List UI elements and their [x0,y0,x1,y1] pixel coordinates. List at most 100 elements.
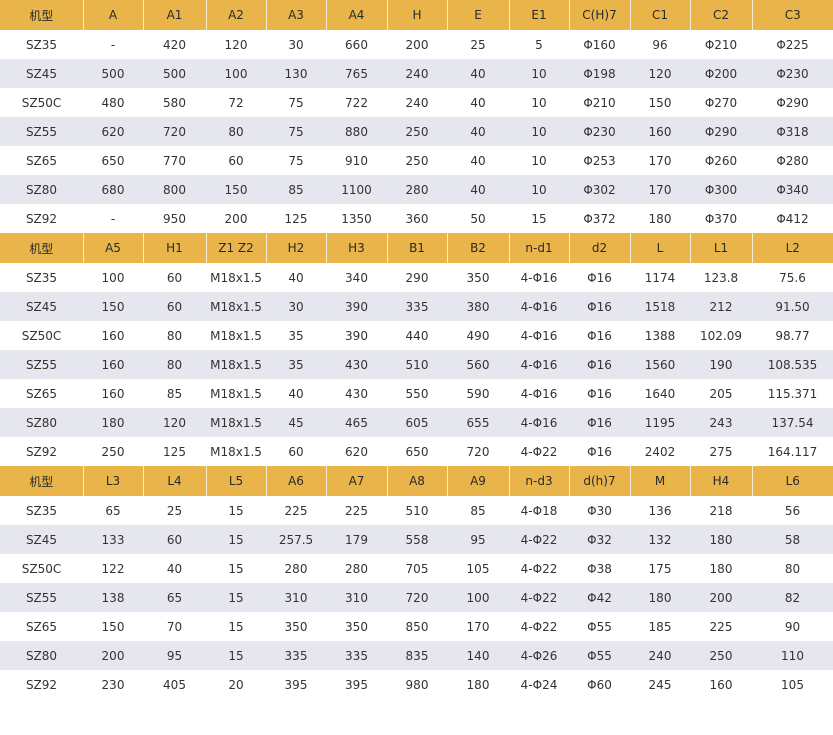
table-cell: 65 [83,496,143,525]
table-cell: Φ290 [752,88,833,117]
table-cell: 4-Φ22 [509,437,569,466]
table-cell: 1174 [630,263,690,292]
table-cell: 350 [266,612,326,641]
table-cell: 20 [206,670,266,699]
table-cell: 245 [630,670,690,699]
table-cell: Φ230 [569,117,630,146]
table-cell: 150 [83,292,143,321]
table-cell: Φ300 [690,175,752,204]
table-cell: Φ16 [569,321,630,350]
header-cell: A5 [82,233,143,263]
table-cell: 102.09 [690,321,752,350]
table-cell: 10 [509,88,569,117]
table-cell: 380 [447,292,509,321]
table-cell: Φ253 [569,146,630,175]
table-cell: M18x1.5 [206,437,266,466]
table-cell: Φ200 [690,59,752,88]
table-cell: Φ16 [569,350,630,379]
header-cell: C3 [751,0,833,30]
table-cell: 133 [83,525,143,554]
table-row: SZ80 180 120 M18x1.5 45 465 605 655 4-Φ16 Φ16 1195… [0,408,833,437]
header-cell: A2 [205,0,266,30]
table-cell: 1560 [630,350,690,379]
model-cell: SZ55 [0,350,83,379]
table-cell: 350 [447,263,509,292]
header-cell-model: 机型 [0,233,83,263]
table-row: SZ92-950 200 125 1350 360 50 15 Φ372 180 Φ370 Φ412 [0,204,833,233]
table-cell: 120 [143,408,206,437]
header-cell: C(H)7 [568,0,630,30]
model-cell: SZ65 [0,612,83,641]
header-cell: A [82,0,143,30]
table-cell: Φ210 [569,88,630,117]
table-row: SZ65 160 85 M18x1.5 40 430 550 590 4-Φ16 Φ16 1640 2… [0,379,833,408]
table-row: SZ55 620 720 80 75 880 250 40 10 Φ230 160 Φ290 Φ318 [0,117,833,146]
table-cell: 179 [326,525,387,554]
table-cell: 310 [266,583,326,612]
table-cell: 150 [630,88,690,117]
table-cell: Φ412 [752,204,833,233]
table-cell: 180 [83,408,143,437]
header-cell: H3 [325,233,387,263]
table-cell: 15 [206,554,266,583]
table-cell: 465 [326,408,387,437]
table-cell: 115.371 [752,379,833,408]
table-cell: 137.54 [752,408,833,437]
table-cell: 140 [447,641,509,670]
table-cell: 15 [206,641,266,670]
table-row: SZ55 138 65 15 310 310 720 100 4-Φ22 Φ42 180 200 82 [0,583,833,612]
table-cell: 200 [206,204,266,233]
table-cell: 558 [387,525,447,554]
table-cell: 120 [630,59,690,88]
table-row: SZ35-420 120 30 660 200 25 5 Φ160 96 Φ210 Φ225 [0,30,833,59]
table-cell: 80 [206,117,266,146]
table-cell: 164.117 [752,437,833,466]
table-row: SZ65 150 70 15 350 350 850 170 4-Φ22 Φ55 185 225 90 [0,612,833,641]
table-cell: 35 [266,321,326,350]
header-cell: A4 [325,0,387,30]
table-cell: 205 [690,379,752,408]
table-cell: 160 [83,321,143,350]
table-cell: 240 [387,59,447,88]
table-cell: 4-Φ22 [509,554,569,583]
table-cell: 4-Φ16 [509,350,569,379]
table-cell: 390 [326,292,387,321]
table-cell: 10 [509,59,569,88]
table-cell: 4-Φ22 [509,583,569,612]
table-row: SZ45 500 500 100 130 765 240 40 10 Φ198 120 Φ200 Φ23… [0,59,833,88]
table-cell: 100 [206,59,266,88]
table-cell: 108.535 [752,350,833,379]
header-cell: L6 [751,466,833,496]
table-cell: 765 [326,59,387,88]
header-cell: L2 [751,233,833,263]
table-cell: 4-Φ24 [509,670,569,699]
table-cell: M18x1.5 [206,292,266,321]
table-cell: 15 [206,496,266,525]
table-cell: 720 [387,583,447,612]
table-cell: 180 [690,525,752,554]
table-cell: Φ270 [690,88,752,117]
table-cell: 80 [143,350,206,379]
table-cell: 350 [326,612,387,641]
table-cell: Φ16 [569,437,630,466]
table-cell: 15 [206,583,266,612]
table-cell: 125 [143,437,206,466]
table-row: SZ45 133 60 15 257.5 179 558 95 4-Φ22 Φ32 132 180 58 [0,525,833,554]
table-cell: Φ318 [752,117,833,146]
table-cell: 257.5 [266,525,326,554]
table-cell: 360 [387,204,447,233]
table-cell: 950 [143,204,206,233]
table-cell: 280 [266,554,326,583]
header-cell: L [629,233,690,263]
header-cell: B1 [386,233,447,263]
table-cell: 180 [630,583,690,612]
table-cell: 40 [447,175,509,204]
table-cell: 15 [206,612,266,641]
table-cell: 200 [83,641,143,670]
table-cell: 160 [83,379,143,408]
table-cell: 72 [206,88,266,117]
header-cell: d(h)7 [568,466,630,496]
table-cell: 40 [266,379,326,408]
table-cell: 150 [83,612,143,641]
table-cell: 180 [447,670,509,699]
